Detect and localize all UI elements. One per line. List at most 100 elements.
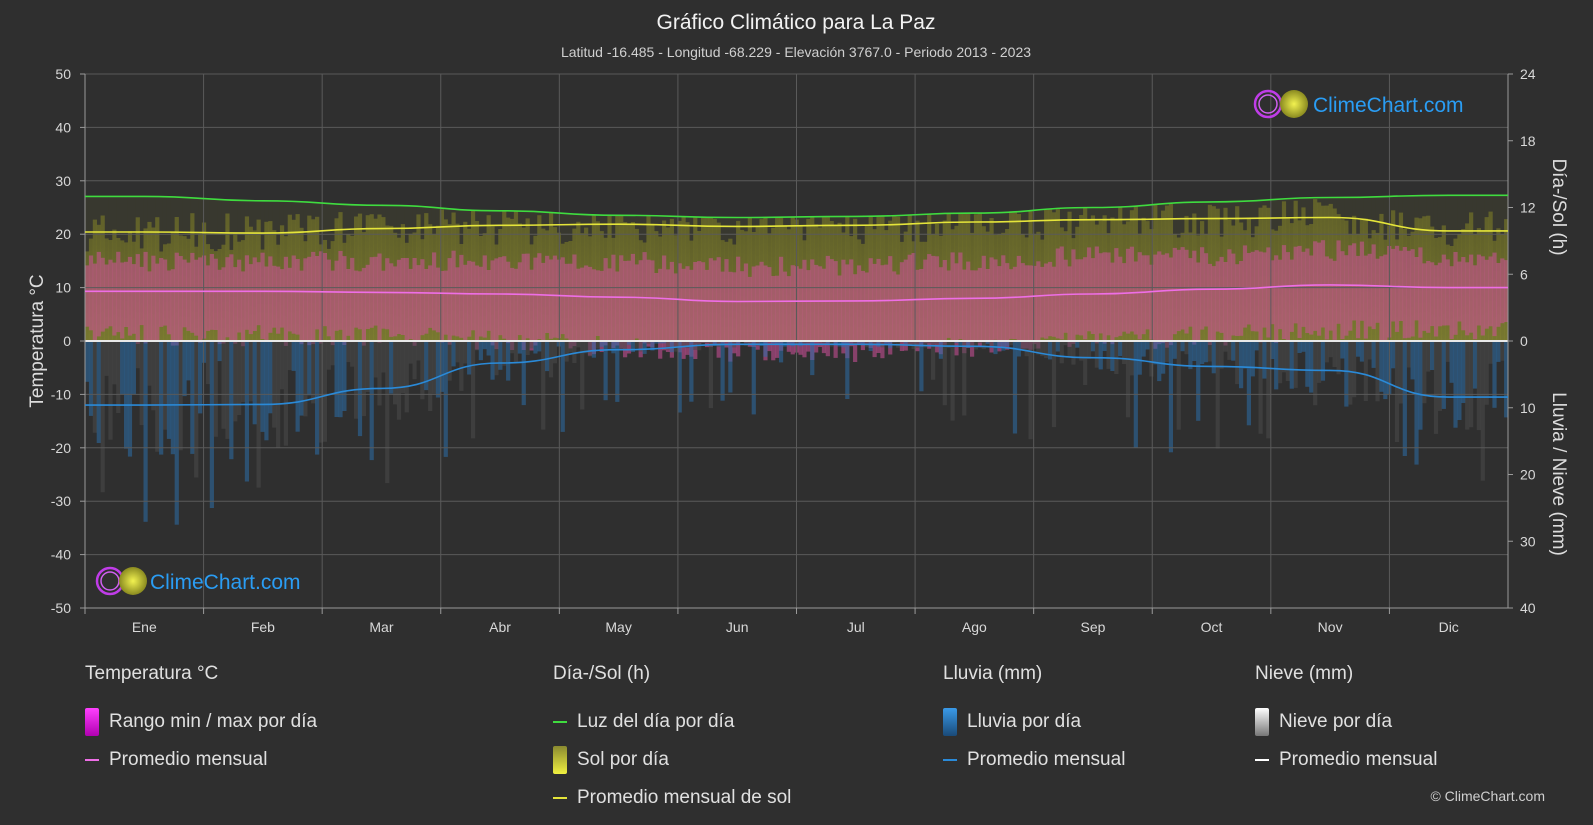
temp-range-bar (1320, 240, 1326, 328)
rain-bar (915, 341, 920, 348)
rain-bar (1469, 341, 1474, 428)
temp-range-bar (1375, 258, 1380, 323)
rain-bar (279, 341, 285, 390)
temp-range-bar (1172, 247, 1177, 335)
rain-bar (1242, 341, 1248, 369)
temp-range-bar (178, 256, 183, 341)
temp-range-bar (587, 266, 593, 356)
rain-bar (1238, 341, 1244, 389)
temp-range-bar (619, 255, 624, 349)
temp-range-bar (447, 258, 452, 345)
temp-range-bar (416, 265, 421, 343)
temp-range-bar (1430, 262, 1435, 327)
rain-bar (307, 341, 312, 396)
rain-bar (162, 341, 168, 430)
legend-label: Promedio mensual (109, 749, 268, 770)
temp-range-bar (1324, 256, 1329, 340)
temp-range-bar (1200, 247, 1205, 330)
rain-bar (198, 341, 203, 414)
rain-bar (1145, 341, 1150, 350)
rain-bar (1055, 341, 1060, 352)
temp-range-bar (1219, 256, 1224, 333)
rain-bar (673, 341, 678, 352)
temp-range-bar (1075, 259, 1080, 335)
temp-range-bar (747, 276, 752, 347)
temp-range-bar (443, 270, 448, 335)
temp-range-bar (962, 269, 967, 354)
rain-bar (1153, 341, 1158, 365)
rain-bar (1352, 341, 1357, 398)
temp-range-bar (1328, 258, 1333, 331)
rain-bar (1344, 341, 1349, 407)
temp-range-bar (1426, 261, 1431, 333)
logo-text-top: ClimeChart.com (1313, 94, 1464, 117)
temp-range-bar (584, 265, 589, 341)
rain-bar (100, 341, 105, 493)
temp-range-bar (100, 257, 105, 332)
temp-range-bar (868, 258, 873, 348)
rain-bar (1422, 341, 1427, 404)
temp-range-bar (950, 252, 955, 342)
temp-range-bar (194, 259, 199, 336)
rain-bar (131, 341, 136, 395)
temp-range-bar (334, 260, 339, 331)
temp-range-bar (954, 263, 959, 356)
temp-range-bar (1414, 257, 1419, 321)
temp-range-bar (205, 265, 211, 331)
temp-range-bar (771, 276, 776, 361)
temp-range-bar (650, 260, 655, 348)
rain-bar (1083, 341, 1088, 385)
temp-range-bar (1336, 240, 1341, 324)
temp-range-bar (903, 259, 908, 351)
temp-range-bar (775, 275, 780, 358)
temp-range-bar (1110, 262, 1115, 345)
temp-range-bar (966, 261, 971, 348)
rain-bar (155, 341, 160, 452)
rain-bar (1328, 341, 1333, 358)
temp-range-bar (131, 264, 136, 334)
temp-range-bar (264, 266, 269, 342)
temp-range-bar (958, 252, 963, 340)
temp-range-bar (377, 253, 382, 343)
temp-range-bar (1207, 263, 1213, 345)
rain-bar (474, 341, 480, 351)
rain-bar (833, 341, 838, 346)
rain-bar (490, 341, 495, 380)
temp-range-bar (1090, 258, 1096, 334)
temp-range-bar (459, 254, 464, 338)
temp-range-bar (525, 253, 530, 339)
temp-range-bar (576, 268, 581, 342)
temp-range-bar (814, 264, 819, 353)
rain-bar (700, 341, 706, 344)
rain-bar (1250, 341, 1255, 377)
temp-range-bar (474, 265, 480, 350)
rain-bar (389, 341, 394, 394)
rain-bar (217, 341, 222, 362)
rain-bar (463, 341, 468, 364)
temp-range-bar (486, 270, 491, 331)
rain-bar (1472, 341, 1478, 389)
temp-range-bar (681, 268, 686, 359)
temp-range-bar (1114, 248, 1119, 338)
rain-bar (778, 341, 784, 363)
temp-range-bar (1051, 266, 1057, 337)
rain-bar (108, 341, 113, 440)
rain-bar (170, 341, 175, 455)
left-axis-title: Temperatura °C (27, 274, 48, 407)
rain-swatch (943, 708, 957, 736)
precip-tick-label: 10 (1520, 400, 1536, 416)
rain-bar (209, 341, 214, 508)
rain-bar (1301, 341, 1306, 352)
temp-range-bar (389, 263, 394, 337)
temp-range-bar (1180, 247, 1185, 330)
temp-range-bar (1223, 262, 1228, 346)
rain-bar (743, 341, 749, 346)
temp-range-bar (849, 259, 854, 347)
rain-bar (541, 341, 546, 430)
chart-subtitle: Latitud -16.485 - Longitud -68.229 - Ele… (561, 44, 1031, 60)
temp-range-bar (1402, 247, 1407, 339)
logo-text-bottom: ClimeChart.com (150, 571, 301, 594)
temp-range-bar (229, 254, 234, 342)
rain-bar (1391, 341, 1396, 369)
temp-range-bar (626, 260, 632, 354)
